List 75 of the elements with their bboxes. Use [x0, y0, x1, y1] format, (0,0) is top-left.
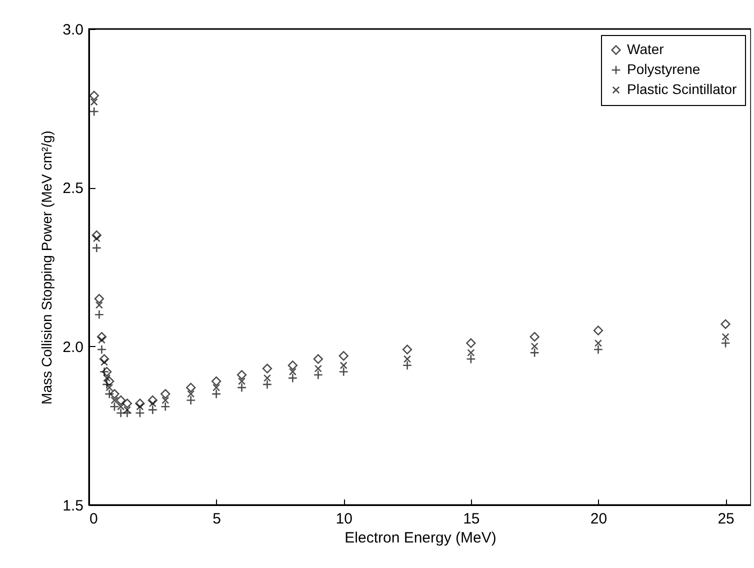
point [236, 370, 247, 380]
point [236, 382, 247, 392]
point [98, 336, 106, 344]
point [148, 395, 158, 406]
point [160, 389, 170, 399]
point [466, 354, 476, 364]
point [313, 354, 323, 364]
y-tick-label: 2.0 [62, 338, 84, 356]
x-tick-label: 5 [212, 510, 221, 528]
point [288, 360, 298, 370]
legend-label: Polystyrene [627, 61, 700, 77]
point [135, 398, 145, 408]
point [263, 374, 272, 382]
point [122, 398, 132, 408]
x-tick-label: 25 [718, 510, 734, 528]
point [340, 362, 348, 370]
point [288, 373, 298, 383]
point [106, 384, 114, 392]
point [160, 402, 170, 412]
point [593, 326, 604, 336]
point [110, 389, 120, 399]
point [262, 380, 272, 390]
point [94, 294, 104, 304]
x-tick-label: 10 [336, 510, 352, 528]
legend-label: Plastic Scintillator [627, 81, 738, 97]
point [530, 342, 538, 350]
point [135, 408, 145, 418]
point [186, 382, 196, 392]
point [593, 344, 604, 354]
point [722, 333, 730, 341]
point [338, 351, 348, 361]
point [720, 338, 730, 348]
point [238, 377, 246, 386]
point [90, 98, 98, 106]
point [89, 90, 99, 100]
y-tick-label: 1.5 [62, 498, 84, 514]
x-tick-label: 15 [463, 510, 480, 528]
point [467, 348, 475, 356]
point [95, 301, 103, 309]
legend-label: Water [627, 41, 664, 57]
point [116, 395, 126, 406]
point [594, 339, 602, 347]
point [100, 358, 108, 366]
point [288, 368, 296, 376]
point [211, 389, 222, 399]
point [96, 344, 107, 354]
point [530, 348, 540, 358]
point [466, 338, 476, 348]
point [89, 106, 99, 116]
y-tick-label: 3.0 [62, 22, 84, 38]
x-axis-title: Electron Energy (MeV) [344, 530, 496, 546]
point [211, 376, 222, 386]
point [102, 380, 112, 390]
point [92, 230, 102, 240]
point [148, 400, 156, 408]
point [92, 234, 100, 242]
point [403, 355, 412, 363]
point [530, 332, 540, 342]
point [212, 384, 220, 392]
point [262, 364, 272, 374]
point [314, 364, 322, 372]
point [99, 354, 110, 364]
point [102, 366, 112, 377]
point [162, 396, 170, 404]
y-axis-title: Mass Collision Stopping Power (MeV cm²/g) [38, 130, 55, 404]
point [187, 390, 195, 398]
x-tick-label: 20 [590, 510, 608, 528]
point [338, 366, 348, 377]
point [720, 319, 730, 329]
point [136, 402, 144, 410]
point [96, 332, 107, 342]
point [92, 243, 102, 253]
x-tick-label: 0 [90, 510, 98, 528]
y-tick-label: 2.5 [62, 180, 84, 198]
point [402, 344, 412, 354]
